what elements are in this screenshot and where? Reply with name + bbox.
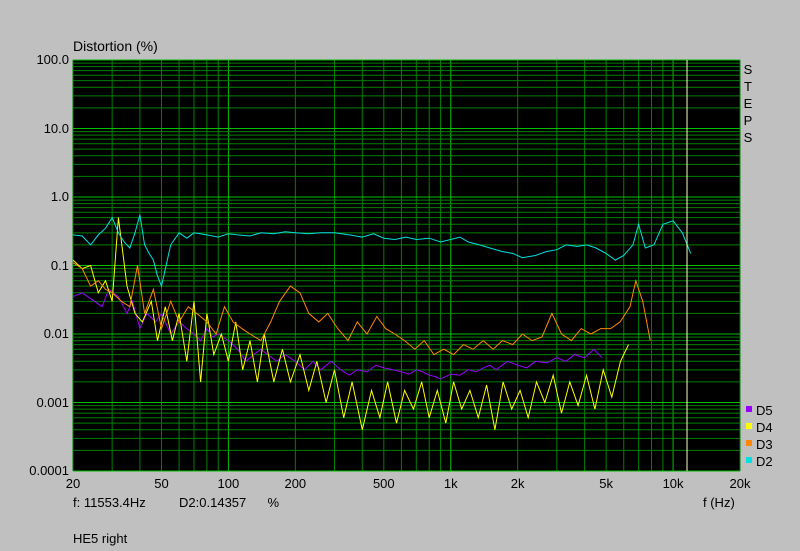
legend-swatch-d5 bbox=[746, 406, 752, 412]
grid-lines bbox=[72, 59, 741, 472]
steps-letter: E bbox=[743, 96, 753, 111]
legend-swatch-d3 bbox=[746, 440, 752, 446]
steps-letter: S bbox=[743, 130, 753, 145]
legend-label-d5: D5 bbox=[756, 403, 773, 418]
y-tick-label: 0.0001 bbox=[29, 463, 69, 478]
legend-label-d4: D4 bbox=[756, 420, 773, 435]
legend-label-d3: D3 bbox=[756, 437, 773, 452]
legend-swatch-d4 bbox=[746, 423, 752, 429]
readout-dist-unit: % bbox=[267, 495, 280, 510]
x-tick-label: 2k bbox=[510, 476, 525, 491]
series-line-d2 bbox=[72, 214, 692, 288]
x-axis-label: f (Hz) bbox=[703, 495, 735, 510]
steps-letter: T bbox=[744, 79, 752, 94]
legend-label-d2: D2 bbox=[756, 454, 773, 469]
x-tick-label: 100 bbox=[217, 476, 240, 491]
legend-swatch-d2 bbox=[746, 457, 752, 463]
readout-freq-value: 11553.4Hz bbox=[83, 495, 146, 510]
y-tick-label: 0.01 bbox=[43, 326, 69, 341]
y-tick-label: 0.001 bbox=[36, 394, 69, 410]
window-caption: HE5 right bbox=[73, 531, 128, 546]
series-line-d4 bbox=[72, 217, 629, 430]
steps-letter: S bbox=[743, 62, 753, 77]
readout-freq-label: f: bbox=[73, 495, 81, 510]
x-tick-label: 20k bbox=[729, 476, 751, 491]
legend: D5 D4 D3 D2 bbox=[746, 403, 773, 469]
x-tick-label: 200 bbox=[284, 476, 307, 491]
series-line-d5 bbox=[72, 288, 603, 380]
readout-dist-label: D2: bbox=[179, 495, 200, 510]
x-tick-label: 1k bbox=[443, 476, 458, 491]
readout: f: 11553.4Hz D2:0.14357 % bbox=[73, 495, 279, 510]
x-tick-label: 500 bbox=[372, 476, 395, 491]
series-lines bbox=[72, 214, 692, 430]
x-tick-label: 20 bbox=[65, 476, 81, 491]
series-line-d3 bbox=[72, 262, 651, 356]
y-tick-label: 0.1 bbox=[50, 257, 69, 273]
x-tick-label: 10k bbox=[662, 476, 684, 491]
readout-dist-value: 0.14357 bbox=[199, 495, 247, 510]
x-tick-label: 5k bbox=[599, 476, 613, 491]
x-tick-label: 50 bbox=[154, 476, 169, 491]
y-tick-label: 10.0 bbox=[43, 120, 69, 136]
y-tick-label: 1.0 bbox=[50, 189, 69, 204]
y-axis-label: Distortion (%) bbox=[73, 38, 158, 54]
steps-letter: P bbox=[743, 113, 753, 128]
y-tick-label: 100.0 bbox=[36, 52, 69, 67]
